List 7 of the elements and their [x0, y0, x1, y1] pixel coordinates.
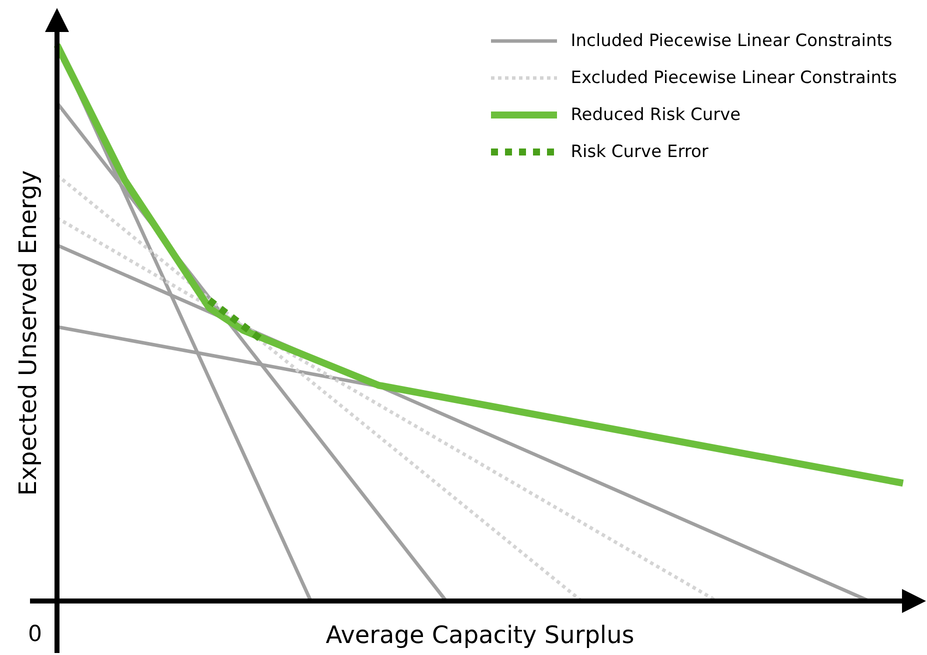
- legend-label: Excluded Piecewise Linear Constraints: [570, 68, 897, 88]
- legend-label: Risk Curve Error: [570, 142, 708, 162]
- legend-label: Included Piecewise Linear Constraints: [570, 30, 892, 50]
- x-axis-title: Average Capacity Surplus: [326, 621, 634, 649]
- y-axis-title: Expected Unserved Energy: [14, 170, 42, 496]
- text: 0: [28, 622, 42, 647]
- legend-label: Reduced Risk Curve: [570, 104, 741, 124]
